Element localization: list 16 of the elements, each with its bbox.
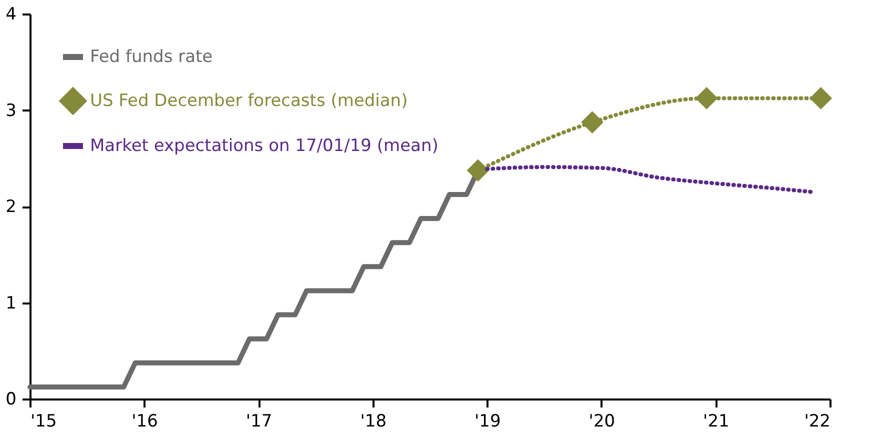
x-tick-label: '20 (588, 412, 616, 432)
x-tick-label: '19 (474, 412, 501, 432)
legend-label: Fed funds rate (90, 47, 213, 67)
legend-label: Market expectations on 17/01/19 (mean) (90, 136, 438, 156)
y-tick-label: 0 (6, 390, 16, 410)
y-tick-label: 4 (6, 4, 16, 24)
x-tick-label: '17 (246, 412, 272, 432)
x-tick-label: '22 (804, 412, 830, 432)
y-tick-label: 2 (6, 197, 16, 217)
y-tick-label: 3 (6, 100, 16, 121)
x-tick-label: '16 (132, 412, 158, 432)
legend-label: US Fed December forecasts (median) (90, 91, 408, 111)
y-tick-label: 1 (6, 293, 16, 314)
x-tick-label: '15 (30, 412, 57, 432)
x-tick-label: '21 (703, 412, 730, 432)
x-tick-label: '18 (360, 412, 387, 432)
